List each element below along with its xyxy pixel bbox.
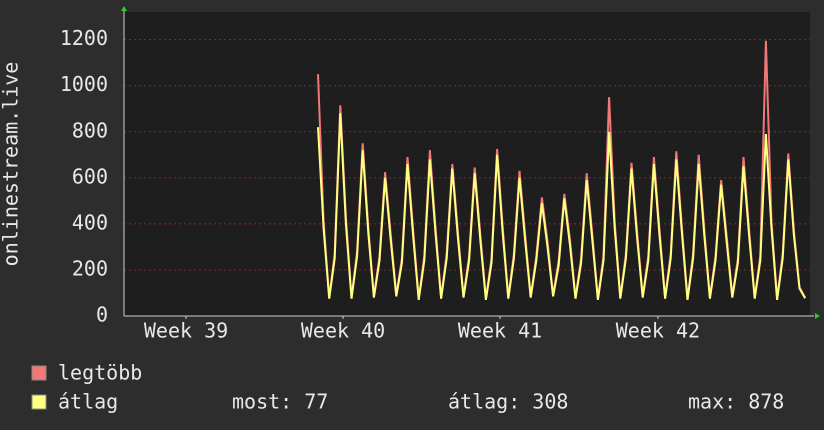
y-arrow (121, 6, 127, 11)
lines (317, 40, 806, 301)
legend-stat: átlag: 308 (448, 390, 568, 414)
x-tick-label: Week 41 (458, 319, 542, 343)
y-tick-label: 1000 (60, 72, 108, 96)
y-tick-label: 800 (72, 118, 108, 142)
x-arrow (815, 313, 820, 319)
y-tick-label: 400 (72, 210, 108, 234)
y-tick-label: 1200 (60, 26, 108, 50)
legend-stat: most: 77 (232, 390, 328, 414)
y-tick-label: 200 (72, 256, 108, 280)
series-line (317, 113, 806, 301)
legend-swatch (31, 365, 47, 381)
x-tick-label: Week 40 (301, 319, 385, 343)
y-tick-label: 600 (72, 164, 108, 188)
x-tick-label: Week 39 (144, 319, 228, 343)
x-tick-label: Week 42 (616, 319, 700, 343)
legend-swatch (31, 394, 47, 410)
legend-label: átlag (58, 390, 118, 414)
y-tick-label: 0 (96, 303, 108, 327)
legend-stat: max: 878 (688, 390, 784, 414)
y-label: onlinestream.live (0, 62, 23, 267)
legend-label: legtöbb (58, 361, 142, 385)
